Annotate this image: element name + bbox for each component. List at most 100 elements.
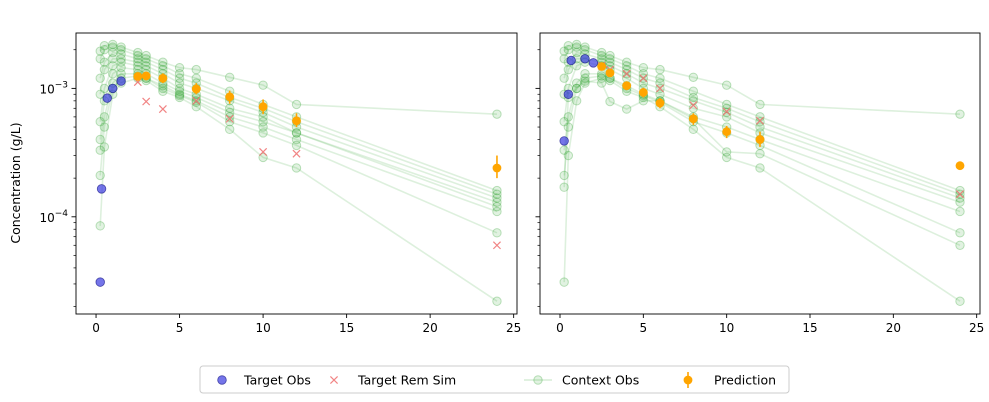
x-tick-label: 25 (506, 321, 521, 335)
context-obs-point (638, 96, 649, 106)
prediction-point (141, 71, 151, 81)
context-obs-point (258, 80, 268, 90)
context-obs-point (638, 62, 649, 73)
target-rem-sim-point (142, 97, 151, 106)
context-obs-point (580, 69, 590, 79)
target-obs-point (96, 184, 107, 194)
context-obs-point (116, 49, 126, 59)
target-rem-sim-point (292, 149, 301, 158)
target-rem-sim-point (655, 84, 665, 93)
legend-box (199, 365, 790, 394)
target-obs-point (563, 89, 574, 99)
context-obs-point (559, 73, 569, 83)
context-obs-point (174, 62, 185, 73)
context-obs-point (108, 61, 118, 71)
context-obs-point (559, 46, 569, 56)
context-obs-point (596, 47, 607, 58)
context-obs-point (559, 117, 569, 127)
context-obs-point (755, 99, 765, 110)
context-obs-point (191, 73, 201, 83)
y-tick-base: 10 (39, 82, 54, 96)
context-obs-point (116, 57, 126, 67)
context-obs-point (721, 152, 732, 163)
context-obs-point (688, 86, 699, 96)
context-obs-point (174, 73, 185, 83)
target-obs-point (588, 58, 599, 68)
context-obs-point (95, 117, 105, 127)
prediction-point (191, 84, 201, 94)
context-obs-point (721, 80, 732, 90)
context-obs-point (655, 64, 665, 75)
context-obs-point (258, 122, 268, 132)
context-obs-point (563, 122, 574, 132)
context-obs-line (563, 80, 961, 247)
context-obs-point (258, 152, 268, 163)
context-obs-point (605, 96, 615, 107)
context-obs-line (99, 43, 498, 115)
context-obs-point (141, 61, 151, 71)
context-obs-point (655, 78, 665, 88)
context-obs-point (688, 103, 699, 113)
context-obs-point (559, 145, 569, 155)
context-obs-point (291, 140, 302, 151)
context-obs-point (721, 103, 732, 113)
context-obs-point (492, 206, 502, 217)
context-obs-point (99, 122, 110, 132)
context-obs-point (605, 75, 615, 86)
x-tick-label: 0 (556, 321, 564, 335)
context-obs-point (224, 107, 235, 118)
x-tick-label: 5 (176, 321, 184, 335)
legend-label: Target Obs (243, 373, 311, 388)
context-obs-line (563, 43, 961, 115)
context-obs-point (133, 54, 143, 64)
target-obs-point (566, 55, 576, 66)
context-obs-point (224, 103, 235, 113)
prediction-point (605, 68, 615, 78)
plot-frame (539, 32, 981, 315)
context-obs-line (563, 61, 961, 203)
context-obs-point (596, 73, 607, 83)
context-obs-point (141, 54, 151, 64)
target-rem-sim-point (225, 114, 234, 123)
context-obs-point (580, 76, 590, 86)
context-obs-point (755, 163, 765, 173)
prediction-point (258, 102, 268, 112)
legend-label: Prediction (714, 373, 776, 388)
context-obs-point (563, 41, 574, 51)
context-obs-point (291, 99, 302, 110)
context-obs-point (291, 163, 302, 173)
context-obs-point (955, 197, 965, 207)
context-obs-line (99, 75, 498, 234)
context-obs-point (108, 54, 118, 64)
y-tick-base: 10 (39, 211, 54, 225)
context-obs-point (174, 83, 185, 94)
context-obs-point (571, 47, 582, 58)
context-obs-point (174, 69, 185, 79)
context-obs-point (621, 104, 632, 114)
y-tick-exponent: −4 (55, 209, 69, 219)
context-obs-point (95, 89, 105, 99)
context-obs-point (492, 185, 502, 196)
context-obs-point (99, 64, 110, 75)
context-obs-point (108, 42, 118, 52)
context-obs-point (492, 197, 502, 207)
y-tick-label: 10−4 (39, 209, 68, 225)
target-obs-point (108, 83, 118, 94)
target-rem-sim-point (689, 101, 698, 110)
context-obs-point (605, 50, 615, 61)
context-obs-point (580, 42, 590, 52)
x-tick-label: 20 (886, 321, 901, 335)
context-obs-point (108, 47, 118, 58)
x-tick-label: 15 (802, 321, 817, 335)
context-obs-point (99, 57, 110, 67)
x-tick-label: 5 (640, 321, 648, 335)
context-obs-point (563, 112, 574, 122)
context-obs-point (492, 228, 502, 238)
x-tick-label: 15 (339, 321, 354, 335)
target-obs-point (559, 136, 569, 146)
subplot-permutation-2: 0 5 10 15 20 25 (535, 32, 984, 335)
target-obs-point (116, 76, 126, 86)
context-obs-point (191, 97, 201, 107)
context-obs-point (174, 92, 185, 103)
